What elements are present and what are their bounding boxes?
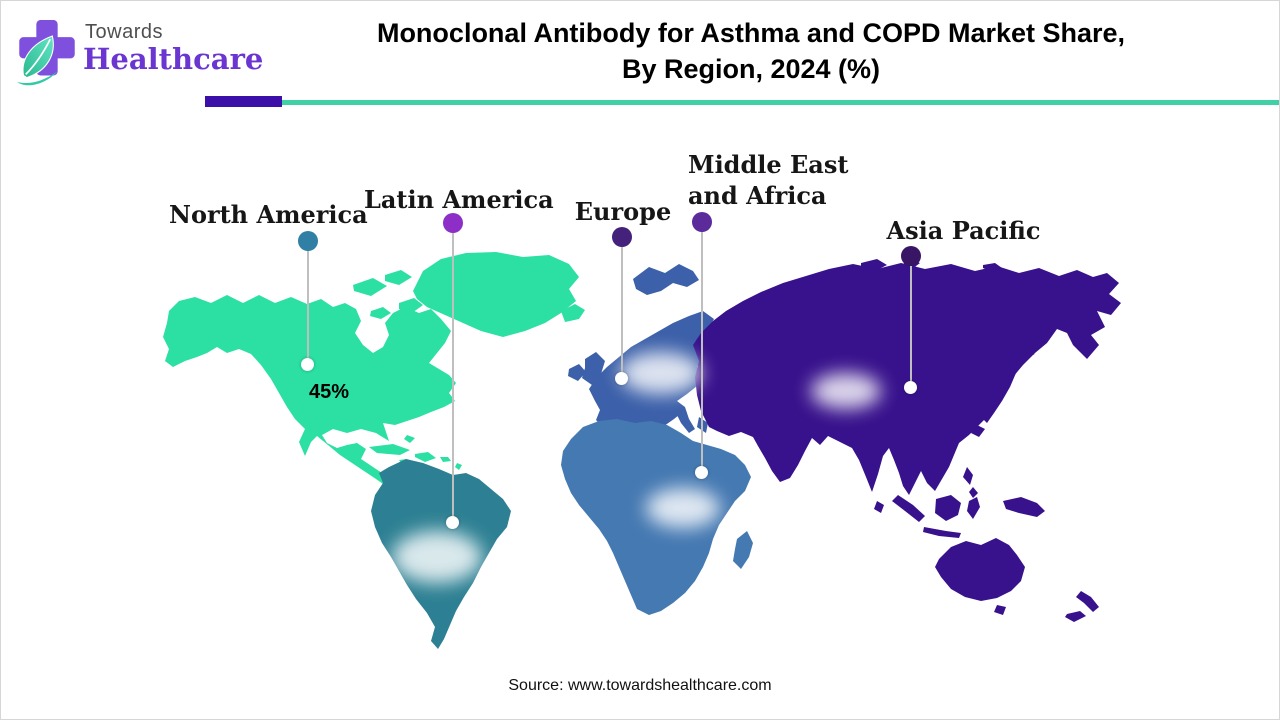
title-line-2: By Region, 2024 (%) bbox=[621, 54, 881, 84]
leader-line-europe bbox=[621, 247, 623, 373]
marker-dot-middle-east-africa bbox=[692, 212, 712, 232]
mea-label-line-1: Middle East bbox=[688, 150, 849, 179]
italy bbox=[675, 401, 695, 433]
value-label-north-america: 45% bbox=[308, 381, 350, 403]
map-region-north-america bbox=[163, 252, 585, 501]
madagascar bbox=[733, 531, 753, 569]
endpoint-dot-asia-pacific bbox=[904, 381, 917, 394]
japan bbox=[971, 367, 1016, 437]
blurred-value-latin-america bbox=[392, 531, 482, 583]
indonesia bbox=[892, 495, 1045, 538]
marker-dot-asia-pacific bbox=[901, 246, 921, 266]
leader-line-asia-pacific bbox=[910, 266, 912, 381]
region-label-latin-america: Latin America bbox=[364, 185, 554, 214]
endpoint-dot-europe bbox=[615, 372, 628, 385]
leader-line-latin-america bbox=[452, 233, 454, 516]
leaf-swoosh bbox=[17, 71, 58, 86]
north-america-mainland bbox=[163, 295, 456, 501]
endpoint-dot-north-america bbox=[301, 358, 314, 371]
blurred-value-middle-east-africa bbox=[646, 488, 720, 528]
towards-healthcare-logo: Towards Healthcare bbox=[11, 11, 264, 91]
iceland bbox=[561, 304, 585, 322]
asia-mainland bbox=[693, 263, 1121, 495]
great-britain bbox=[582, 352, 605, 385]
endpoint-dot-latin-america bbox=[446, 516, 459, 529]
siberian-arctic-islands bbox=[861, 259, 1002, 272]
brand-name-towards: Towards bbox=[85, 21, 163, 43]
caribbean-islands bbox=[369, 435, 465, 481]
logo-cross-leaf-icon bbox=[17, 20, 75, 86]
header-accent-line bbox=[282, 100, 1279, 105]
scandinavia bbox=[633, 264, 699, 295]
map-region-asia-pacific bbox=[693, 259, 1121, 622]
leader-line-middle-east-africa bbox=[701, 232, 703, 466]
header-accent-bar bbox=[205, 96, 282, 107]
region-label-asia-pacific: Asia Pacific bbox=[886, 216, 1041, 245]
leader-line-north-america bbox=[307, 251, 309, 359]
australia bbox=[935, 538, 1025, 615]
source-note: Source: www.towardshealthcare.com bbox=[508, 677, 772, 694]
brand-name-healthcare: Healthcare bbox=[83, 42, 264, 76]
arctic-islands bbox=[353, 270, 423, 319]
leaf-vein bbox=[25, 38, 51, 76]
philippines bbox=[963, 467, 978, 498]
region-label-middle-east-africa: Middle East and Africa bbox=[688, 149, 863, 211]
mea-label-line-2: and Africa bbox=[688, 181, 827, 210]
blurred-value-asia-pacific bbox=[811, 373, 881, 409]
marker-dot-europe bbox=[612, 227, 632, 247]
ireland bbox=[568, 364, 586, 381]
sri-lanka bbox=[874, 501, 884, 513]
marker-dot-latin-america bbox=[443, 213, 463, 233]
endpoint-dot-middle-east-africa bbox=[695, 466, 708, 479]
greenland bbox=[413, 252, 579, 337]
page-title: Monoclonal Antibody for Asthma and COPD … bbox=[286, 15, 1216, 87]
sakhalin bbox=[1026, 329, 1038, 355]
marker-dot-north-america bbox=[298, 231, 318, 251]
blurred-value-europe bbox=[620, 352, 702, 394]
region-label-north-america: North America bbox=[169, 200, 368, 229]
title-line-1: Monoclonal Antibody for Asthma and COPD … bbox=[376, 18, 1126, 48]
region-label-europe: Europe bbox=[574, 197, 672, 226]
new-zealand bbox=[1065, 591, 1099, 622]
